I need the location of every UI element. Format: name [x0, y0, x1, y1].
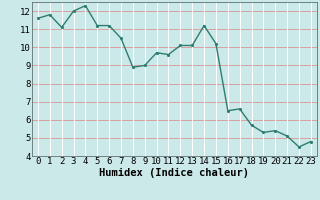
X-axis label: Humidex (Indice chaleur): Humidex (Indice chaleur)	[100, 168, 249, 178]
